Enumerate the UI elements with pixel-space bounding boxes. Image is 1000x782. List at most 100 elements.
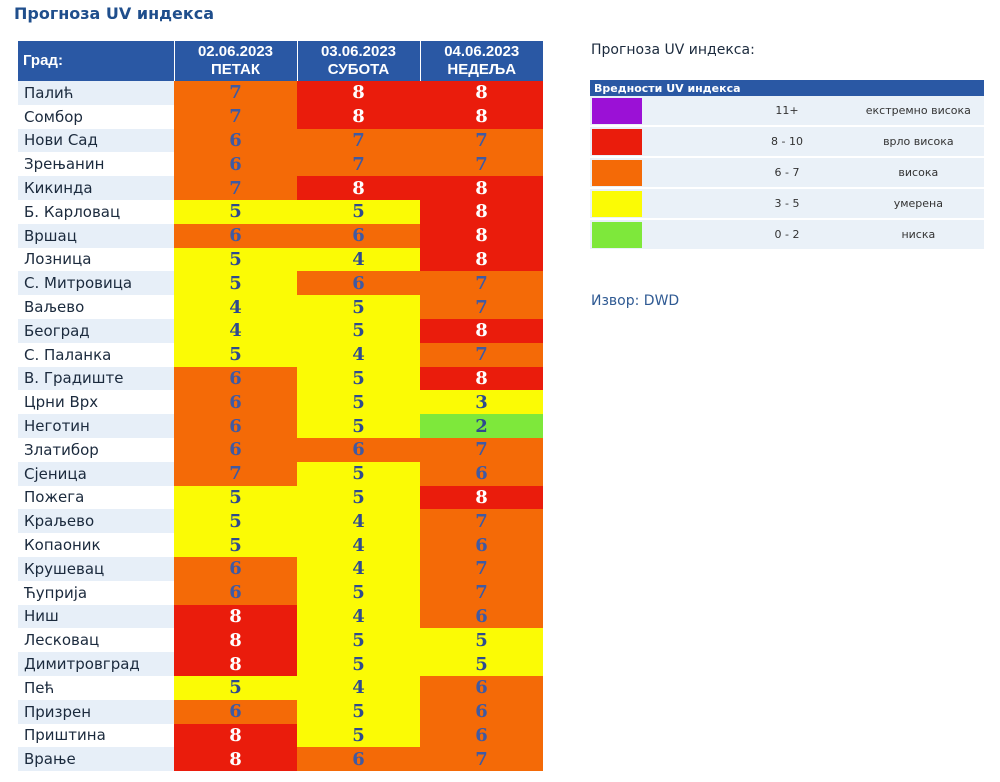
table-row: Лесковац 8 5 5 (18, 628, 543, 653)
table-row: Лозница 5 4 8 (18, 247, 543, 272)
uv-value-cell: 2 (420, 414, 543, 438)
uv-value-cell: 5 (297, 366, 420, 391)
city-name: Сјеница (18, 461, 174, 486)
legend-description: ниска (852, 220, 984, 249)
legend-row: 0 - 2 ниска (590, 220, 984, 249)
table-row: Црни Врх 6 5 3 (18, 390, 543, 415)
city-name: Црни Врх (18, 390, 174, 415)
uv-value-cell: 5 (297, 652, 420, 676)
table-row: Пећ 5 4 6 (18, 675, 543, 700)
uv-value-cell: 6 (174, 390, 297, 415)
day-header-name: ПЕТАК (211, 61, 260, 78)
table-row: Б. Карловац 5 5 8 (18, 199, 543, 224)
city-name: Вршац (18, 223, 174, 248)
uv-value-cell: 8 (297, 176, 420, 200)
uv-value-cell: 7 (297, 152, 420, 177)
legend-swatch-cell (590, 96, 722, 125)
uv-value-cell: 4 (174, 318, 297, 343)
legend-gap (590, 218, 984, 220)
uv-value-cell: 4 (297, 556, 420, 581)
city-name: Златибор (18, 437, 174, 462)
table-row: Вршац 6 6 8 (18, 223, 543, 248)
day-header-date: 02.06.2023 (197, 43, 274, 60)
uv-value-cell: 7 (420, 128, 543, 153)
legend-row: 8 - 10 врло висока (590, 127, 984, 156)
uv-value-cell: 8 (420, 318, 543, 343)
uv-value-cell: 6 (174, 128, 297, 153)
uv-value-cell: 6 (174, 699, 297, 724)
table-row: Димитровград 8 5 5 (18, 652, 543, 676)
uv-value-cell: 5 (297, 318, 420, 343)
uv-value-cell: 5 (420, 628, 543, 653)
legend-range: 8 - 10 (721, 127, 853, 156)
uv-value-cell: 8 (420, 199, 543, 224)
legend-gap (590, 187, 984, 189)
uv-value-cell: 8 (174, 628, 297, 653)
uv-value-cell: 8 (297, 81, 420, 105)
legend-gap-cell (590, 218, 984, 220)
uv-value-cell: 5 (297, 414, 420, 438)
uv-value-cell: 5 (174, 509, 297, 534)
uv-value-cell: 6 (174, 366, 297, 391)
city-name: Приштина (18, 723, 174, 748)
uv-value-cell: 7 (297, 128, 420, 153)
legend-row: 6 - 7 висока (590, 158, 984, 187)
uv-value-cell: 6 (420, 699, 543, 724)
uv-value-cell: 8 (420, 485, 543, 510)
legend-gap-cell (590, 156, 984, 158)
legend-gap (590, 156, 984, 158)
day-header-3: 04.06.2023 НЕДЕЉА (420, 41, 543, 81)
city-name: Палић (18, 81, 174, 105)
table-row: Палић 7 8 8 (18, 81, 543, 105)
table-row: Кикинда 7 8 8 (18, 176, 543, 200)
uv-value-cell: 8 (420, 366, 543, 391)
legend-color-swatch (592, 128, 642, 155)
legend-gap-cell (590, 125, 984, 127)
uv-value-cell: 4 (297, 247, 420, 272)
legend-color-swatch (592, 159, 642, 186)
day-header-date: 04.06.2023 (444, 43, 520, 60)
uv-value-cell: 8 (420, 176, 543, 200)
legend-range: 6 - 7 (721, 158, 853, 187)
uv-value-cell: 5 (297, 723, 420, 748)
table-row: С. Паланка 5 4 7 (18, 342, 543, 367)
uv-value-cell: 8 (420, 223, 543, 248)
uv-value-cell: 8 (174, 652, 297, 676)
uv-value-cell: 8 (420, 247, 543, 272)
city-name: Лозница (18, 247, 174, 272)
uv-value-cell: 6 (420, 604, 543, 629)
legend-row: 3 - 5 умерена (590, 189, 984, 218)
uv-value-cell: 6 (297, 747, 420, 772)
uv-value-cell: 8 (420, 104, 543, 129)
uv-value-cell: 6 (420, 723, 543, 748)
city-name: В. Градиште (18, 366, 174, 391)
city-name: Ниш (18, 604, 174, 629)
uv-value-cell: 6 (174, 152, 297, 177)
uv-value-cell: 5 (297, 295, 420, 319)
uv-value-cell: 7 (420, 271, 543, 296)
uv-value-cell: 5 (174, 199, 297, 224)
uv-value-cell: 7 (174, 176, 297, 200)
uv-value-cell: 4 (297, 342, 420, 367)
uv-value-cell: 5 (297, 628, 420, 653)
table-row: С. Митровица 5 6 7 (18, 271, 543, 296)
table-row: Призрен 6 5 6 (18, 699, 543, 724)
uv-value-cell: 6 (174, 556, 297, 581)
uv-table-body: Палић 7 8 8 Сомбор 7 8 8 Нови Сад 6 7 7 Зрењанин 6 7 7 К… (18, 81, 543, 772)
uv-value-cell: 7 (420, 556, 543, 581)
uv-value-cell: 7 (174, 104, 297, 129)
legend-swatch-cell (590, 158, 722, 187)
city-name: Пожега (18, 485, 174, 510)
legend-range: 11+ (721, 96, 853, 125)
uv-value-cell: 5 (174, 533, 297, 557)
uv-value-cell: 5 (174, 342, 297, 367)
city-name: Краљево (18, 509, 174, 534)
city-name: Неготин (18, 414, 174, 438)
uv-value-cell: 6 (297, 223, 420, 248)
uv-value-cell: 7 (420, 747, 543, 772)
city-name: Б. Карловац (18, 199, 174, 224)
uv-value-cell: 8 (174, 747, 297, 772)
table-row: Ћуприја 6 5 7 (18, 580, 543, 605)
uv-value-cell: 7 (420, 152, 543, 177)
day-header-name: СУБОТА (327, 61, 390, 78)
